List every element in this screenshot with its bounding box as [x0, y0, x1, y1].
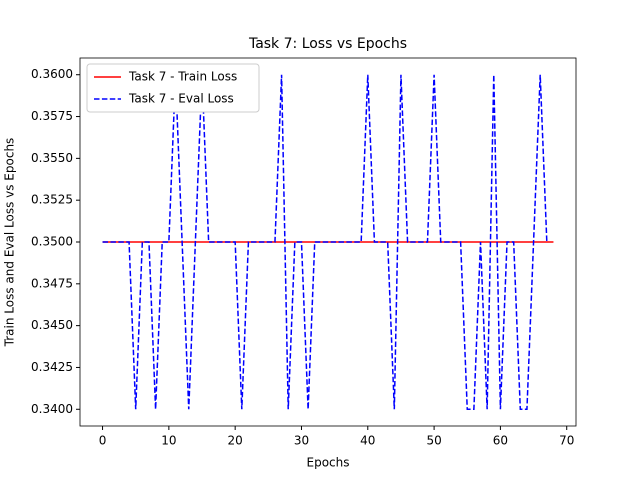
y-tick-label: 0.3525 — [31, 193, 73, 207]
y-axis-label: Train Loss and Eval Loss vs Epochs — [3, 138, 17, 348]
axes-frame — [79, 57, 577, 427]
legend-label: Task 7 - Train Loss — [128, 70, 237, 84]
y-tick-label: 0.3475 — [31, 276, 73, 290]
x-tick-label: 30 — [294, 434, 309, 448]
legend-label: Task 7 - Eval Loss — [128, 92, 234, 106]
x-tick-label: 20 — [228, 434, 243, 448]
y-tick-label: 0.3575 — [31, 109, 73, 123]
y-tick-label: 0.3500 — [31, 235, 73, 249]
x-tick-label: 60 — [493, 434, 508, 448]
x-tick-label: 0 — [99, 434, 107, 448]
x-tick-label: 50 — [426, 434, 441, 448]
x-tick-label: 10 — [161, 434, 176, 448]
y-tick-label: 0.3400 — [31, 402, 73, 416]
x-tick-label: 70 — [559, 434, 574, 448]
y-tick-label: 0.3550 — [31, 151, 73, 165]
x-axis-label: Epochs — [307, 456, 350, 470]
y-tick-label: 0.3600 — [31, 67, 73, 81]
y-tick-label: 0.3425 — [31, 360, 73, 374]
legend-box — [86, 63, 260, 113]
x-tick-label: 40 — [360, 434, 375, 448]
chart-title: Task 7: Loss vs Epochs — [248, 36, 407, 52]
y-tick-label: 0.3450 — [31, 318, 73, 332]
